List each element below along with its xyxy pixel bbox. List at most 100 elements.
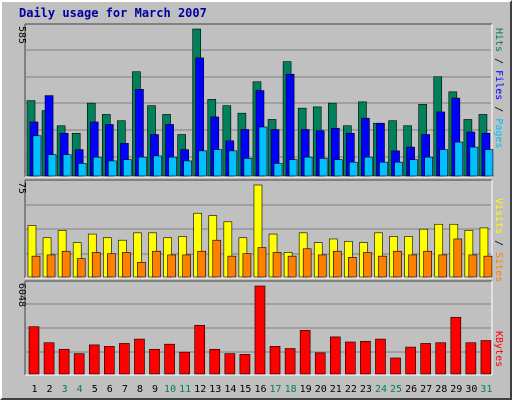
x-tick-label: 23 [360, 384, 372, 395]
bar-pages [32, 135, 42, 177]
bar-pages [138, 156, 147, 177]
bar-sites [302, 248, 312, 278]
bar-kbytes [134, 338, 145, 375]
bar-kbytes [360, 340, 371, 375]
x-tick-label: 11 [179, 384, 191, 395]
legend-separator: / [493, 234, 504, 252]
bar-kbytes [284, 348, 296, 375]
bar-kbytes [224, 353, 236, 375]
bar-pages [303, 156, 313, 177]
bar-kbytes [88, 344, 100, 375]
x-tick-label: 29 [450, 384, 462, 395]
bar-pages [108, 160, 117, 177]
bar-sites [423, 250, 432, 278]
bar-pages [409, 159, 418, 177]
x-tick-label: 15 [239, 384, 251, 395]
bar-pages [469, 146, 479, 177]
bar-sites [378, 255, 387, 278]
x-tick-label: 27 [420, 384, 432, 395]
y-max-label-hits: 585 [16, 26, 27, 44]
bar-kbytes [73, 353, 85, 375]
x-tick-label: 21 [330, 384, 342, 395]
bar-pages [424, 156, 433, 177]
bar-pages [258, 126, 268, 177]
bar-pages [183, 160, 192, 177]
bar-pages [243, 158, 253, 177]
bar-sites [167, 254, 176, 278]
x-tick-label: 3 [62, 384, 68, 395]
bar-pages [62, 154, 72, 177]
x-tick-label: 12 [194, 384, 206, 395]
bar-pages [379, 161, 388, 177]
bar-kbytes [329, 336, 341, 375]
bar-kbytes [119, 343, 130, 375]
x-tick-label: 4 [77, 384, 83, 395]
bar-pages [228, 150, 238, 177]
bar-pages [77, 163, 87, 177]
x-tick-label: 5 [92, 384, 98, 395]
x-tick-label: 30 [465, 384, 477, 395]
bar-pages [318, 158, 328, 177]
bar-sites [483, 255, 493, 278]
bar-kbytes [299, 330, 311, 375]
bar-kbytes [43, 342, 55, 375]
bar-pages [47, 154, 57, 177]
bar-kbytes [28, 326, 40, 375]
x-tick-label: 9 [152, 384, 158, 395]
legend-separator: / [493, 52, 504, 70]
bar-sites [272, 252, 282, 278]
bar-pages [333, 159, 343, 177]
bar-sites [152, 250, 161, 278]
bar-pages [198, 150, 208, 177]
bar-sites [408, 254, 417, 278]
x-tick-label: 16 [254, 384, 266, 395]
bar-kbytes [375, 338, 386, 375]
bar-sites [468, 254, 478, 278]
bar-sites [91, 252, 101, 278]
bar-pages [92, 156, 102, 177]
bar-sites [438, 254, 448, 278]
x-tick-label: 22 [345, 384, 357, 395]
bar-kbytes [480, 340, 492, 375]
legend-separator: / [493, 100, 504, 118]
legend-item-kbytes: KBytes [493, 331, 504, 367]
x-tick-label: 7 [122, 384, 128, 395]
y-max-label-kbytes: 6048 [16, 283, 27, 307]
legend-item-files: Files [493, 70, 504, 100]
x-tick-label: 19 [300, 384, 312, 395]
bar-sites [31, 255, 41, 278]
bar-pages [349, 161, 358, 177]
legend-item-pages: Pages [493, 118, 504, 148]
bar-pages [288, 159, 298, 177]
legend-item-hits: Hits [493, 28, 504, 52]
bar-sites [317, 254, 327, 278]
bar-kbytes [450, 316, 462, 375]
bar-sites [363, 252, 372, 278]
bar-sites [197, 250, 207, 278]
bar-pages [394, 161, 403, 177]
legend-kbytes: KBytes [493, 331, 504, 367]
bar-sites [393, 250, 402, 278]
bar-pages [364, 156, 373, 177]
bar-kbytes [269, 346, 281, 375]
bar-kbytes [149, 348, 160, 375]
x-tick-label: 6 [107, 384, 113, 395]
chart-title: Daily usage for March 2007 [19, 6, 207, 20]
bar-pages [123, 159, 132, 177]
bar-pages [168, 156, 177, 177]
legend-item-sites: Sites [493, 252, 504, 282]
bar-sites [212, 239, 222, 278]
bar-kbytes [390, 357, 401, 375]
bar-pages [153, 155, 162, 177]
x-tick-label: 20 [315, 384, 327, 395]
bar-pages [454, 141, 464, 177]
bar-kbytes [420, 343, 431, 375]
bar-pages [484, 149, 494, 177]
bar-pages [273, 163, 283, 177]
bar-sites [348, 257, 357, 278]
bar-kbytes [209, 348, 221, 375]
bar-kbytes [435, 342, 447, 375]
bar-pages [439, 149, 449, 177]
